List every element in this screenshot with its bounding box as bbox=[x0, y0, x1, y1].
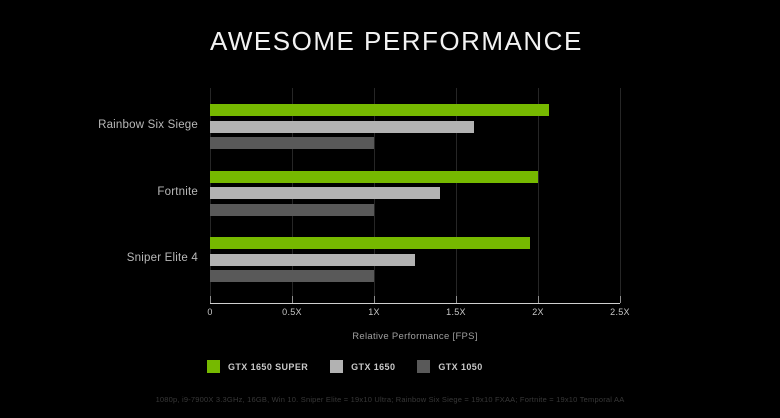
legend-item-gtx-1650-super: GTX 1650 SUPER bbox=[207, 360, 308, 373]
bar-gtx-1650-super bbox=[210, 237, 530, 249]
tickmark-0.5X bbox=[292, 296, 293, 303]
x-tick-label: 1.5X bbox=[446, 307, 466, 317]
tickmark-2X bbox=[538, 296, 539, 303]
chart-title: AWESOME PERFORMANCE bbox=[210, 26, 583, 56]
legend-label: GTX 1050 bbox=[438, 361, 483, 372]
gridline-2X bbox=[538, 88, 539, 303]
bar-gtx-1650 bbox=[210, 187, 440, 199]
x-axis-title: Relative Performance [FPS] bbox=[352, 331, 478, 342]
tickmark-0 bbox=[210, 296, 211, 303]
legend-label: GTX 1650 SUPER bbox=[228, 361, 309, 372]
tickmark-2.5X bbox=[620, 296, 621, 303]
bar-gtx-1650 bbox=[210, 253, 415, 266]
legend-swatch bbox=[417, 360, 431, 373]
bar-gtx-1650-super bbox=[210, 104, 550, 116]
footnote-text: 1080p, i9-7900X 3.3GHz, 16GB, Win 10. Sn… bbox=[155, 395, 625, 404]
bar-group-fortnite bbox=[210, 170, 620, 221]
category-label: Sniper Elite 4 bbox=[126, 252, 198, 264]
bar-group-rainbow-six-siege bbox=[210, 104, 620, 154]
category-label: Rainbow Six Siege bbox=[98, 119, 198, 131]
legend-item-gtx-1650: GTX 1650 bbox=[330, 360, 395, 373]
bar-gtx-1050 bbox=[210, 203, 374, 216]
category-label: Fortnite bbox=[157, 185, 198, 198]
tickmark-1X bbox=[374, 296, 375, 303]
bar-gtx-1650-super bbox=[210, 170, 538, 183]
bar-group-sniper-elite-4 bbox=[210, 237, 620, 287]
x-tick-label: 2.5X bbox=[610, 307, 630, 317]
gridline-2.5X bbox=[620, 88, 621, 303]
x-tick-label: 0 bbox=[207, 307, 213, 317]
legend-label: GTX 1650 bbox=[351, 361, 396, 372]
x-tick-label: 2X bbox=[532, 307, 544, 317]
plot-area bbox=[210, 88, 621, 304]
x-tick-label: 1X bbox=[368, 307, 380, 317]
legend-item-gtx-1050: GTX 1050 bbox=[417, 360, 482, 373]
tickmark-1.5X bbox=[456, 296, 457, 303]
bar-gtx-1650 bbox=[210, 120, 475, 133]
legend-swatch bbox=[330, 360, 344, 373]
gridline-1.5X bbox=[456, 88, 457, 303]
legend-swatch bbox=[207, 360, 220, 373]
bar-gtx-1050 bbox=[210, 137, 374, 149]
legend: GTX 1650 SUPER GTX 1650 GTX 1050 bbox=[207, 360, 505, 373]
bar-gtx-1050 bbox=[210, 270, 374, 282]
x-tick-label: 0.5X bbox=[282, 307, 302, 317]
